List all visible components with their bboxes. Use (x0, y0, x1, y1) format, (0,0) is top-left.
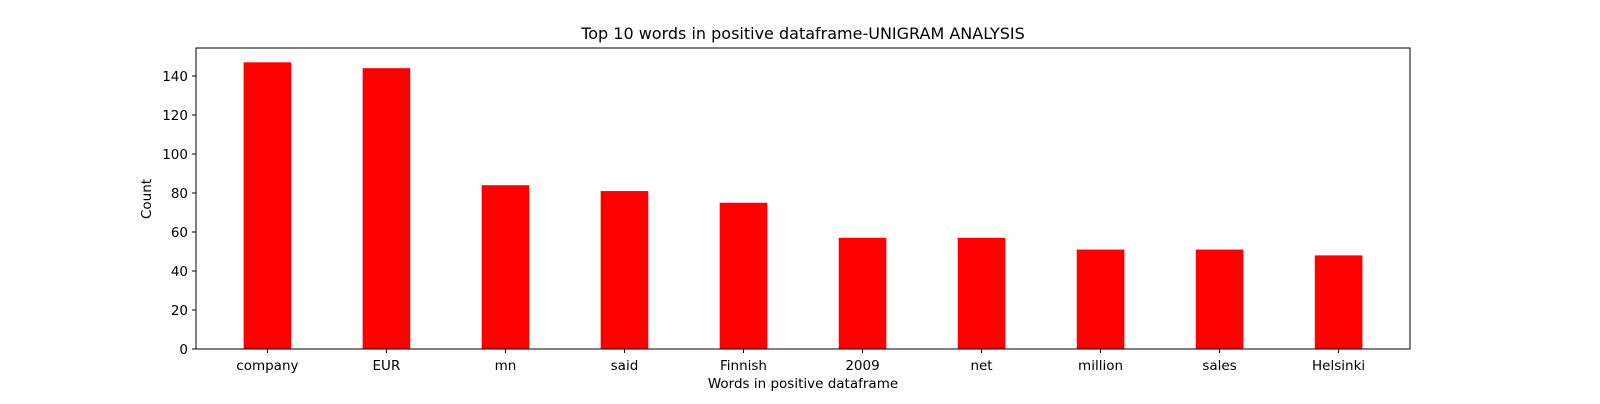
bar-finnish (719, 202, 768, 349)
x-tick-label: mn (495, 358, 517, 374)
x-tick-label: net (970, 358, 992, 374)
y-axis-ticks: 0 20 40 60 80 100 120 140 (162, 69, 196, 358)
x-tick-label: sales (1202, 358, 1236, 374)
bar-company (243, 62, 292, 349)
x-tick-label: 2009 (845, 358, 879, 374)
bar-sales (1195, 249, 1244, 349)
bar-mn (481, 185, 530, 349)
y-tick-label: 60 (171, 225, 188, 241)
y-tick-label: 120 (162, 108, 188, 124)
bar-net (957, 237, 1006, 349)
bars-layer (243, 62, 1363, 350)
x-tick-label: Helsinki (1312, 358, 1365, 374)
x-axis-ticks: company EUR mn said Finnish 2009 net million sal… (236, 349, 1365, 374)
bar-2009 (838, 237, 887, 349)
y-tick-label: 20 (171, 303, 188, 319)
x-tick-label: million (1078, 358, 1123, 374)
plot-area-frame (195, 47, 1411, 350)
bar-million (1076, 249, 1125, 349)
x-axis-label: Words in positive dataframe (708, 376, 898, 392)
bar-eur (362, 68, 411, 350)
y-axis-label: Count (139, 179, 155, 219)
y-tick-label: 0 (179, 342, 188, 358)
bar-said (600, 191, 649, 349)
y-tick-label: 40 (171, 264, 188, 280)
x-tick-label: said (611, 358, 639, 374)
bar-helsinki (1314, 255, 1363, 349)
y-tick-label: 100 (162, 147, 188, 163)
chart-title: Top 10 words in positive dataframe-UNIGR… (580, 24, 1025, 43)
y-tick-label: 80 (171, 186, 188, 202)
y-tick-label: 140 (162, 69, 188, 85)
x-tick-label: EUR (373, 358, 401, 374)
x-tick-label: company (236, 358, 298, 374)
x-tick-label: Finnish (720, 358, 767, 374)
